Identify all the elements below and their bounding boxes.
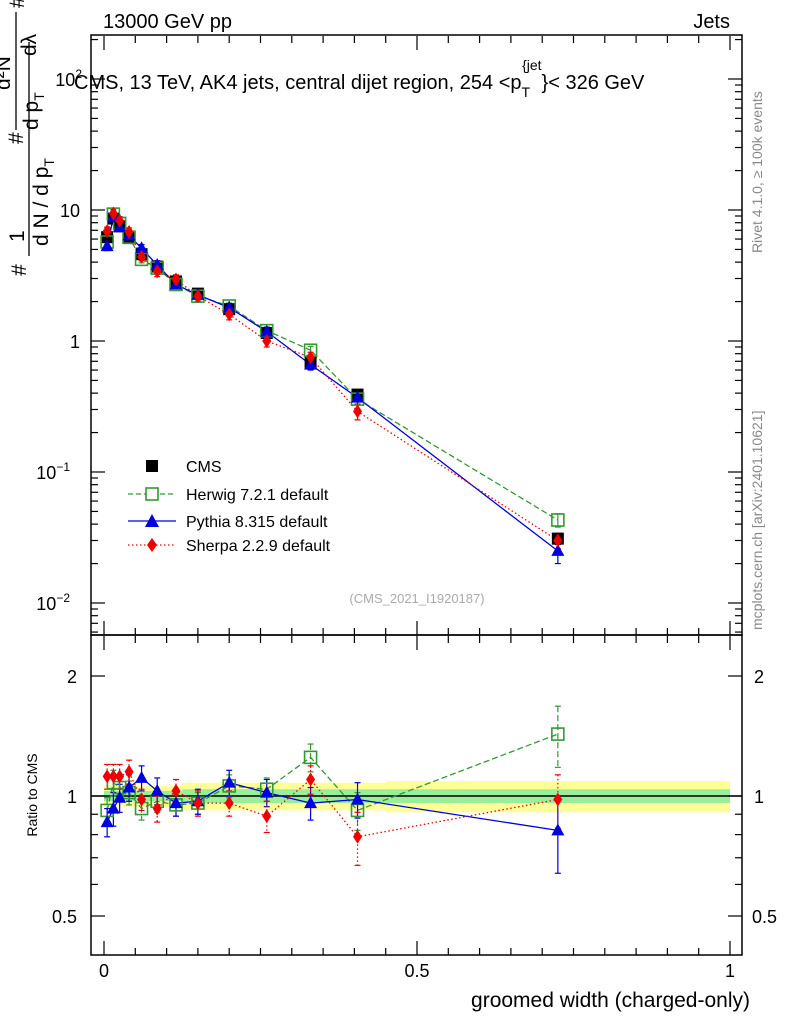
main-sherpa-point [262,334,272,348]
mcplots-label: mcplots.cern.ch [arXiv:2401.10621] [749,411,765,630]
x-tick-labels: 0 0.5 1 [99,961,735,981]
ratio-y-tick-label-right-0.5: 0.5 [752,907,777,927]
main-y-tick-labels: 102 10 1 10−1 10−2 [36,67,82,614]
main-minor-ticks [91,36,742,635]
ratio-y-tick-label-2: 2 [67,667,77,687]
main-y-axis-label: # 1 d N / d pT # d²N d pT dλ # [0,0,57,276]
y-tick-label-0.1: 10−1 [36,460,70,483]
y-tick-label-100: 102 [55,67,82,90]
ratio-sherpa-point [137,792,147,807]
main-pythia-point [135,241,149,254]
svg-text:Pythia 8.315 default: Pythia 8.315 default [186,514,328,531]
legend-entry-cms: CMS [146,459,222,476]
ratio-pythia-point [150,783,164,796]
svg-text:1: 1 [6,230,29,242]
main-pythia-point [100,239,114,252]
ratio-sherpa-point [224,796,234,811]
ratio-herwig-point [303,750,318,765]
ratio-frame [90,634,743,956]
chart-title: CMS, 13 TeV, AK4 jets, central dijet reg… [74,57,645,100]
main-sherpa-point [171,272,181,287]
main-sherpa-point [108,206,118,221]
legend-entry-herwig: Herwig 7.2.1 default [128,487,329,504]
ratio-sherpa-point [306,772,316,787]
legend-entry-pythia: Pythia 8.315 default [128,514,328,531]
ratio-pythia-point [551,823,565,836]
rivet-version-label: Rivet 4.1.0, ≥ 100k events [749,91,765,253]
main-sherpa-point [115,213,125,228]
svg-text:d²N: d²N [0,56,15,90]
main-markers [100,206,565,556]
svg-text:Herwig 7.2.1 default: Herwig 7.2.1 default [186,487,329,504]
main-sherpa-point [306,350,316,365]
ratio-y-tick-label-right-1: 1 [754,787,764,807]
main-sherpa-point [124,224,134,239]
main-pythia-point [222,300,236,313]
main-sherpa-point [224,307,234,322]
ratio-y-tick-label-right-2: 2 [754,667,764,687]
svg-text:#: # [5,132,28,144]
energy-label: 13000 GeV pp [103,11,232,33]
x-tick-label-0.5: 0.5 [404,961,429,981]
ratio-sherpa-point [124,764,134,779]
ratio-sherpa-point [353,829,363,844]
ratio-pythia-point [113,790,127,803]
ratio-y-tick-label-0.5: 0.5 [52,907,77,927]
ratio-sherpa-point [102,769,112,784]
main-sherpa-point [152,264,162,279]
y-tick-label-1: 1 [70,332,80,352]
ratio-pythia-point [304,796,318,809]
y-tick-label-10: 10 [60,201,80,221]
ratio-sherpa-point [115,769,125,784]
main-pythia-point [260,324,274,337]
x-axis-label: groomed width (charged-only) [471,989,750,1012]
svg-text:dλ: dλ [18,33,41,56]
svg-text:d N / d pT: d N / d pT [30,158,57,246]
ratio-y-axis-label: Ratio to CMS [24,753,40,836]
ratio-sherpa-point [171,783,181,798]
ratio-y-tick-labels-right: 2 1 0.5 [752,667,777,927]
ratio-pythia-point [106,801,120,814]
legend: CMS Herwig 7.2.1 default Pythia 8.315 de… [128,459,331,555]
ratio-sherpa-point [152,801,162,816]
main-herwig-point [551,513,565,527]
ratio-herwig-point [551,727,565,741]
ratio-pythia-point [351,792,365,805]
ratio-y-tick-label-1: 1 [67,787,77,807]
ratio-pythia-point [169,796,183,809]
analysis-tag: (CMS_2021_I1920187) [349,591,484,606]
ratio-pythia-point [222,775,236,788]
ratio-sherpa-point [553,792,563,807]
svg-text:Sherpa 2.2.9 default: Sherpa 2.2.9 default [186,538,331,555]
main-sherpa-point [137,249,147,264]
ratio-sherpa-point [262,809,272,824]
main-sherpa-point [102,224,112,239]
ratio-pythia-point [260,785,274,798]
ratio-minor-ticks [91,636,742,955]
legend-entry-sherpa: Sherpa 2.2.9 default [128,538,331,555]
ratio-pythia-point [135,770,149,783]
main-sherpa-point [193,289,203,304]
svg-text:d pT: d pT [20,92,47,130]
main-sherpa-point [553,533,563,548]
ratio-pythia-point [122,780,136,793]
ratio-markers [100,727,565,844]
y-tick-label-0.01: 10−2 [36,591,70,614]
category-label: Jets [693,11,730,33]
ratio-pythia-point [100,815,114,828]
x-tick-label-0: 0 [99,961,109,981]
main-sherpa-point [353,404,363,419]
ratio-sherpa-point [108,769,118,784]
ratio-sherpa-point [193,796,203,811]
ratio-y-tick-labels-left: 2 1 0.5 [52,667,77,927]
svg-text:#: # [8,264,31,276]
svg-text:#: # [6,0,29,8]
x-tick-label-1: 1 [725,961,735,981]
main-pythia-point [351,390,365,403]
svg-text:CMS: CMS [186,459,222,476]
main-pythia-point [551,543,565,556]
main-pythia-point [150,258,164,271]
